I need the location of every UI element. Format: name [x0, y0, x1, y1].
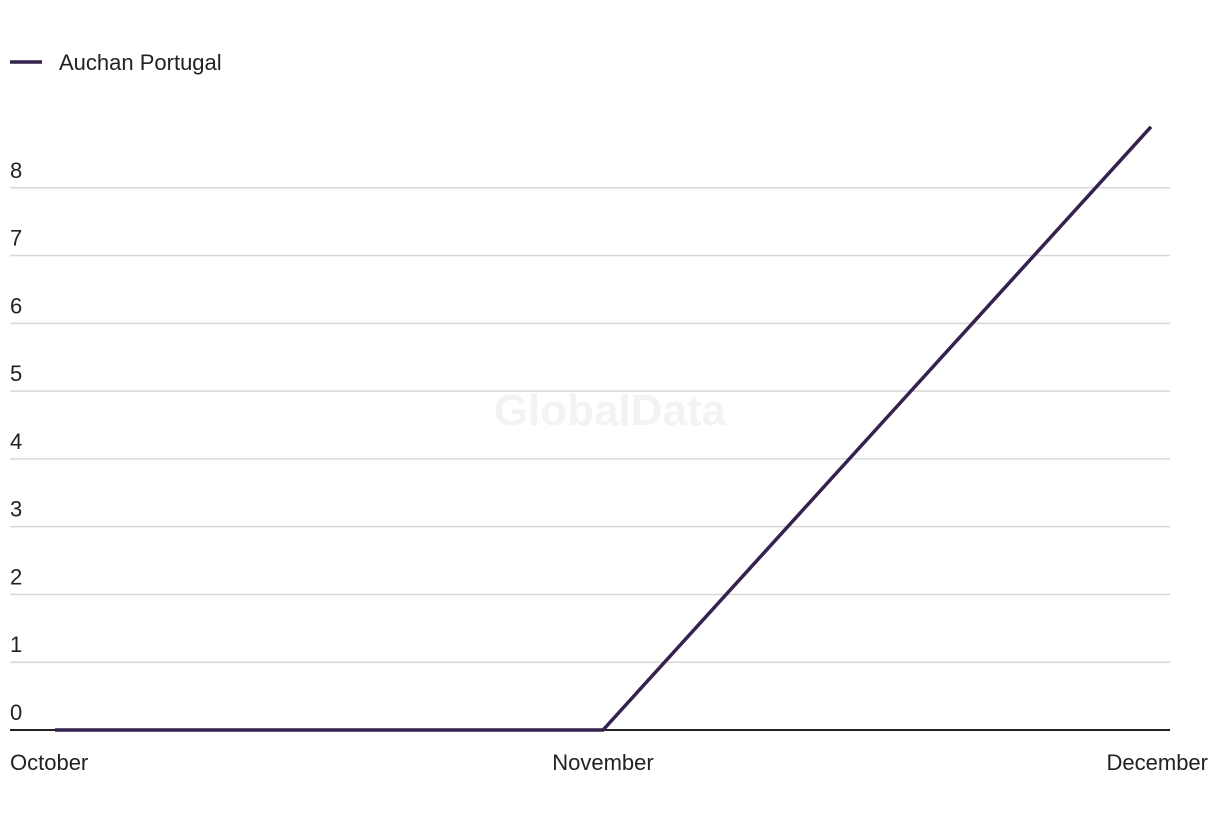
y-tick-label: 8 — [10, 158, 22, 183]
y-tick-label: 3 — [10, 497, 22, 522]
line-series — [55, 125, 1153, 732]
legend-label: Auchan Portugal — [59, 50, 222, 75]
y-tick-label: 7 — [10, 226, 22, 251]
y-tick-label: 6 — [10, 293, 22, 318]
x-tick-label: December — [1107, 750, 1208, 775]
x-tick-label: October — [10, 750, 88, 775]
y-tick-label: 2 — [10, 564, 22, 589]
y-tick-label: 0 — [10, 700, 22, 725]
y-tick-label: 4 — [10, 429, 22, 454]
y-tick-label: 5 — [10, 361, 22, 386]
y-tick-label: 1 — [10, 632, 22, 657]
watermark: GlobalData — [494, 386, 727, 435]
x-tick-label: November — [552, 750, 653, 775]
